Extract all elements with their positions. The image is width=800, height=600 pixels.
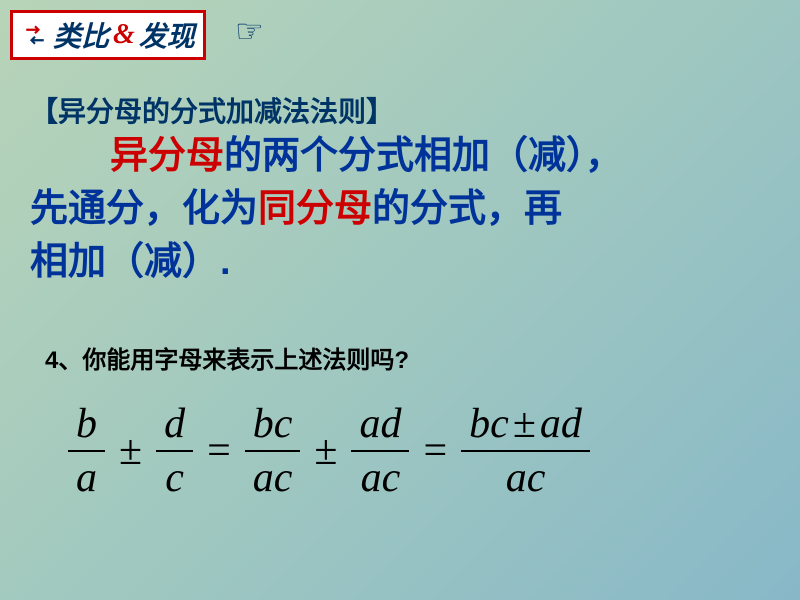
frac3-numerator: bc [245, 400, 301, 450]
title-ampersand: & [113, 19, 135, 51]
fraction-4: ad ac [351, 400, 409, 502]
frac2-denominator: c [157, 452, 192, 502]
fraction-3: bc ac [245, 400, 301, 502]
frac5-num-part2: ad [540, 401, 582, 447]
question-text: 4、你能用字母来表示上述法则吗? [45, 340, 409, 375]
swap-icon [21, 21, 49, 49]
fraction-5: bc±ad ac [461, 400, 590, 502]
equals-1: = [207, 427, 231, 475]
plus-minus-1: ± [119, 427, 142, 475]
fraction-2: d c [156, 400, 193, 502]
plus-minus-2: ± [314, 427, 337, 475]
title-analogy: 类比 [53, 15, 109, 55]
rule-text-blue1: 的两个分式相加（减）， [224, 135, 623, 177]
rule-text-blue4: 相加（减）. [30, 241, 231, 283]
rule-text-red2: 同分母 [258, 188, 372, 230]
rule-text-red1: 异分母 [110, 135, 224, 177]
rule-text-blue3: 的分式，再 [372, 188, 562, 230]
hand-pointer-icon: ☞ [235, 12, 264, 50]
frac2-numerator: d [156, 400, 193, 450]
frac4-numerator: ad [351, 400, 409, 450]
title-box: 类比 & 发现 [10, 10, 206, 60]
frac1-denominator: a [68, 452, 105, 502]
rule-text-blue2: 先通分，化为 [30, 188, 258, 230]
rule-body: 异分母的两个分式相加（减）， 先通分，化为同分母的分式，再 相加（减）. [30, 130, 770, 290]
frac4-denominator: ac [353, 452, 409, 502]
frac5-num-pm: ± [513, 401, 536, 447]
equals-2: = [423, 427, 447, 475]
frac5-denominator: ac [498, 452, 554, 502]
rule-heading: 【异分母的分式加减法法则】 [30, 90, 394, 130]
frac5-num-part1: bc [469, 401, 509, 447]
title-discover: 发现 [139, 15, 195, 55]
frac3-denominator: ac [245, 452, 301, 502]
frac5-numerator: bc±ad [461, 400, 590, 450]
formula-equation: b a ± d c = bc ac ± ad ac = bc±ad ac [60, 400, 598, 502]
fraction-1: b a [68, 400, 105, 502]
frac1-numerator: b [68, 400, 105, 450]
